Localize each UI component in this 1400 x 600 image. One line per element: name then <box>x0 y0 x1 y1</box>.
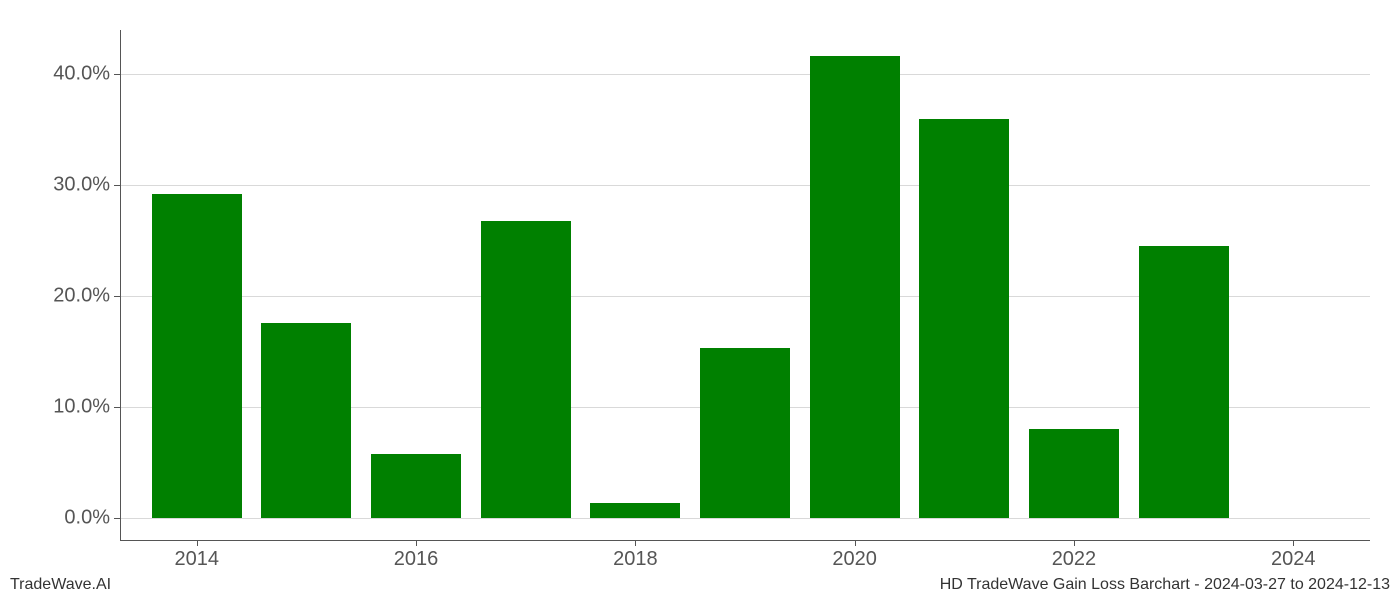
y-gridline <box>120 74 1370 75</box>
x-tick-label: 2024 <box>1271 540 1316 571</box>
x-tick-label: 2020 <box>832 540 877 571</box>
bar <box>1029 429 1119 518</box>
y-gridline <box>120 518 1370 519</box>
y-tick-label: 20.0% <box>53 285 120 308</box>
y-tick-label: 0.0% <box>64 506 120 529</box>
footer-right: HD TradeWave Gain Loss Barchart - 2024-0… <box>930 570 1400 600</box>
bar <box>481 221 571 518</box>
x-tick-label: 2014 <box>175 540 220 571</box>
plot-area: 0.0%10.0%20.0%30.0%40.0%2014201620182020… <box>120 30 1370 540</box>
bar <box>261 323 351 518</box>
y-tick-label: 10.0% <box>53 395 120 418</box>
bar <box>590 503 680 517</box>
y-gridline <box>120 185 1370 186</box>
footer-left: TradeWave.AI <box>0 570 121 600</box>
bar <box>152 194 242 518</box>
x-axis-line <box>120 540 1370 541</box>
bar <box>1139 246 1229 518</box>
bar <box>810 56 900 518</box>
bar <box>919 119 1009 518</box>
y-axis-line <box>120 30 121 540</box>
x-tick-label: 2016 <box>394 540 439 571</box>
x-tick-label: 2018 <box>613 540 658 571</box>
chart-container: 0.0% 10.0% 20.0% 30.0% 40.0% 2014 2016 2018 2020… <box>0 0 1400 600</box>
x-tick-label: 2022 <box>1052 540 1097 571</box>
y-tick-label: 40.0% <box>53 63 120 86</box>
bar <box>371 454 461 518</box>
bar <box>700 348 790 518</box>
y-tick-label: 30.0% <box>53 174 120 197</box>
